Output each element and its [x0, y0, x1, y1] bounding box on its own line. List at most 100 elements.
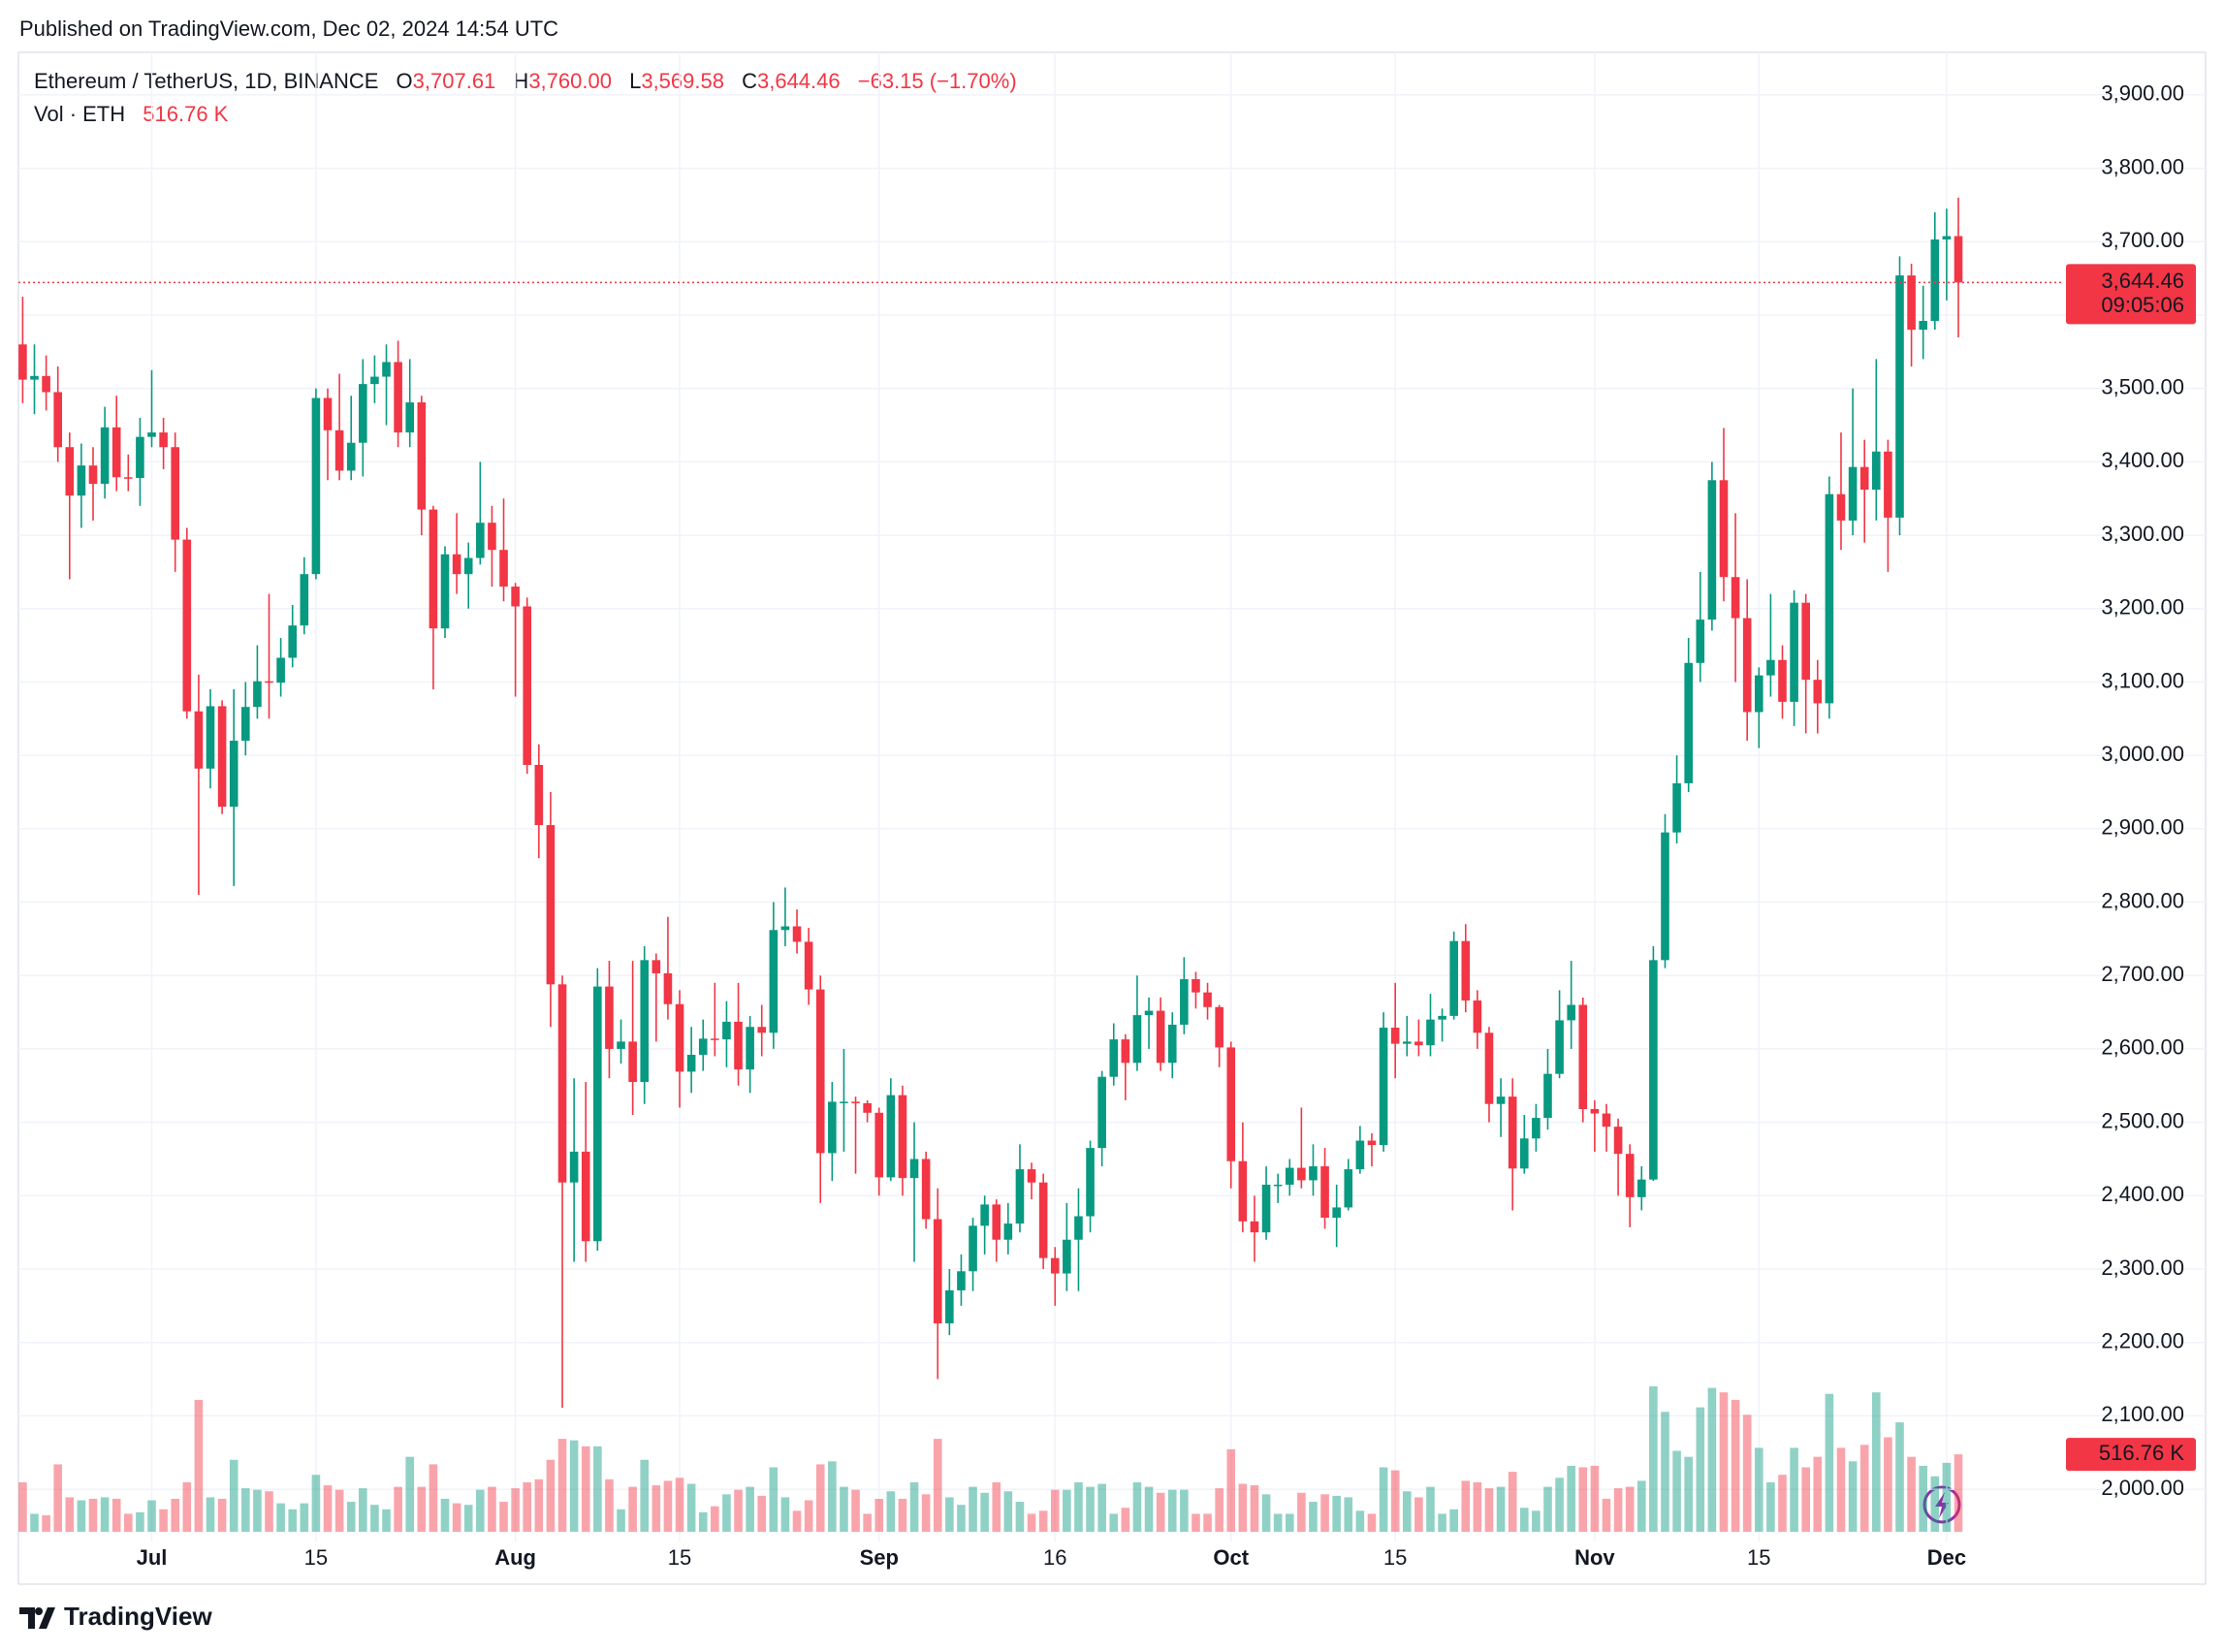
volume-bar: [1707, 1387, 1717, 1532]
candle-body: [1590, 1109, 1600, 1114]
volume-bar: [1473, 1481, 1482, 1532]
x-tick-label: Aug: [494, 1545, 536, 1570]
candle-body: [640, 960, 650, 1082]
volume-bar: [1801, 1467, 1810, 1532]
ohlc-value: 3,569.58: [641, 69, 724, 93]
volume-bar: [1390, 1470, 1400, 1532]
volume-bar: [1907, 1456, 1916, 1532]
candle-body: [863, 1102, 872, 1113]
volume-bar: [77, 1500, 86, 1532]
candle-body: [1250, 1221, 1259, 1233]
candle-body: [194, 711, 204, 769]
candle-body: [557, 984, 567, 1183]
candle-body: [1848, 466, 1858, 521]
y-tick-label: 2,500.00: [2101, 1108, 2184, 1132]
volume-bar: [711, 1506, 719, 1532]
volume-bar: [746, 1486, 754, 1532]
x-tick-label: 16: [1043, 1545, 1066, 1570]
y-tick-label: 3,200.00: [2101, 595, 2184, 620]
candle-body: [429, 509, 438, 629]
candle-body: [1097, 1076, 1106, 1149]
candle-body: [1532, 1118, 1541, 1139]
volume-bar: [1063, 1489, 1071, 1532]
candle-body: [792, 926, 802, 942]
x-tick-label: 15: [304, 1545, 328, 1570]
candle-body: [1519, 1138, 1529, 1169]
price-tag-label: 3,644.46: [2101, 269, 2184, 293]
candle-body: [921, 1159, 931, 1220]
volume-bar: [1848, 1461, 1858, 1532]
volume-bar: [698, 1511, 708, 1532]
candle-body: [1273, 1184, 1283, 1187]
candle-body: [1261, 1184, 1271, 1233]
ohlc-letter: H: [513, 69, 528, 93]
candle-body: [969, 1225, 977, 1272]
volume-bar: [1859, 1445, 1869, 1532]
volume-bar: [675, 1477, 684, 1532]
volume-bar: [769, 1467, 778, 1532]
volume-bar: [1156, 1492, 1165, 1532]
volume-bar: [323, 1485, 333, 1532]
candle-body: [1402, 1041, 1412, 1044]
y-tick-label: 3,700.00: [2101, 228, 2184, 252]
volume-bar: [405, 1456, 415, 1532]
candle-body: [1813, 680, 1823, 704]
volume-bar: [1402, 1491, 1412, 1532]
candle-body: [229, 741, 238, 808]
candle-body: [1215, 1006, 1223, 1048]
y-tick-label: 3,900.00: [2101, 81, 2184, 106]
candle-body: [136, 436, 144, 479]
candle-body: [452, 554, 461, 575]
volume-bar: [523, 1481, 532, 1532]
volume-bar: [1590, 1465, 1600, 1532]
candle-body: [1367, 1140, 1377, 1146]
volume-bar: [1496, 1486, 1506, 1532]
volume-bar: [42, 1514, 50, 1532]
candle-body: [1285, 1167, 1294, 1185]
volume-bar: [663, 1480, 673, 1532]
volume-bar: [1097, 1483, 1106, 1532]
candle-body: [1484, 1032, 1494, 1104]
volume-bar: [1519, 1508, 1529, 1532]
candle-body: [1121, 1039, 1130, 1064]
candle-body: [1132, 1015, 1142, 1064]
candle-body: [1555, 1020, 1564, 1074]
candle-body: [675, 1003, 684, 1072]
ohlc-value: 3,644.46: [757, 69, 841, 93]
candle-body: [311, 397, 321, 575]
volume-bar: [815, 1464, 825, 1532]
volume-bar: [111, 1498, 121, 1532]
candle-body: [1707, 480, 1717, 620]
symbol: Ethereum / TetherUS, 1D, BINANCE: [34, 69, 378, 93]
volume-bar: [1203, 1513, 1212, 1532]
y-tick-label: 2,200.00: [2101, 1329, 2184, 1353]
volume-bar: [382, 1509, 391, 1532]
candle-body: [1930, 239, 1940, 322]
volume-bar: [1754, 1447, 1763, 1532]
y-tick-label: 3,000.00: [2101, 742, 2184, 766]
candle-body: [30, 375, 39, 380]
volume-bar: [30, 1513, 39, 1532]
candle-body: [593, 986, 602, 1242]
x-tick-label: Sep: [860, 1545, 899, 1570]
candle-body: [1309, 1166, 1318, 1181]
candle-body: [1895, 275, 1904, 518]
volume-bar: [159, 1509, 168, 1532]
candle-body: [828, 1101, 837, 1154]
candle-body: [1180, 979, 1189, 1025]
candle-body: [1238, 1160, 1248, 1222]
candle-body: [1625, 1154, 1635, 1197]
volume-bar: [499, 1502, 508, 1532]
ohlc-letter: C: [742, 69, 757, 93]
volume-bar: [311, 1475, 321, 1532]
volume-bar: [1871, 1392, 1881, 1532]
candle-body: [182, 539, 192, 712]
y-tick-label: 2,600.00: [2101, 1035, 2184, 1060]
volume-bar: [734, 1489, 743, 1532]
candle-body: [1074, 1216, 1083, 1240]
volume-bar: [1414, 1497, 1423, 1532]
volume-bar: [651, 1485, 661, 1532]
ohlc-value: 3,707.61: [413, 69, 496, 93]
candle-body: [100, 427, 110, 485]
volume-bar: [628, 1486, 637, 1532]
